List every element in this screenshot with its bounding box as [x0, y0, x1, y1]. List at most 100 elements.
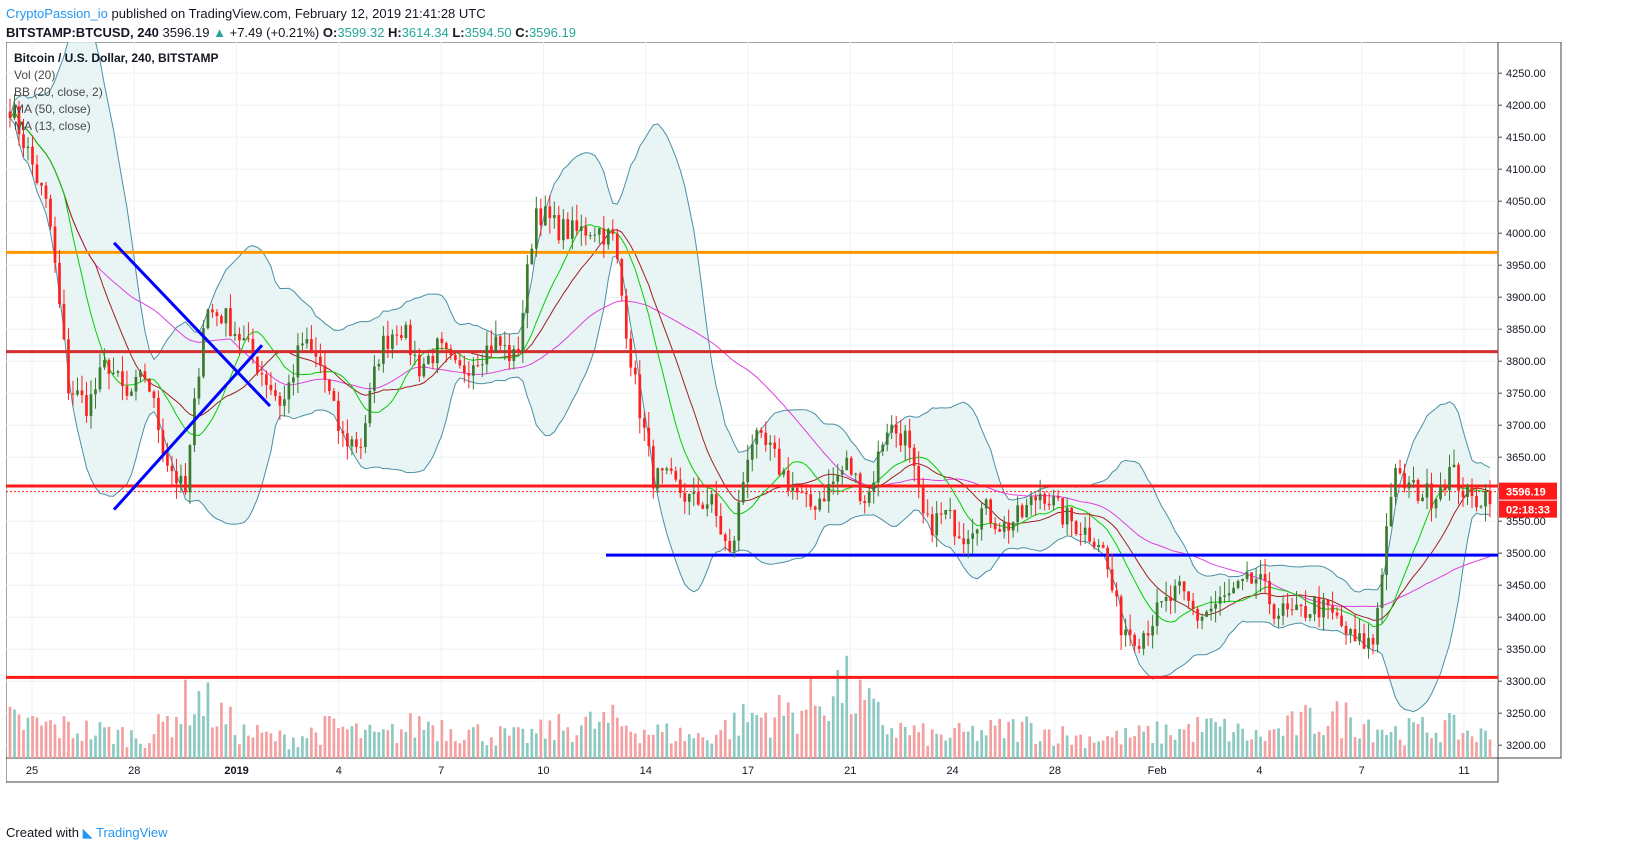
candle-down [1475, 496, 1478, 508]
candle-down [40, 183, 43, 186]
candle-down [786, 470, 790, 491]
volume-bar [1299, 711, 1303, 758]
volume-bar [1155, 721, 1159, 758]
volume-bar [1209, 718, 1213, 758]
volume-bar [1178, 728, 1181, 758]
price-tick-label: 4150.00 [1506, 132, 1546, 144]
candle-down [44, 185, 48, 199]
candle-down [62, 304, 66, 340]
volume-bar [1389, 731, 1393, 758]
published-text: published on TradingView.com, February 1… [107, 6, 486, 21]
price-tick-label: 4100.00 [1506, 164, 1546, 176]
candle-down [454, 354, 457, 361]
candle-down [800, 492, 804, 494]
volume-bar [296, 746, 300, 758]
trendline-drawings[interactable] [112, 241, 272, 511]
volume-bar [1308, 707, 1312, 758]
candle-down [1304, 606, 1307, 618]
volume-bar [1164, 724, 1168, 758]
volume-bar [1430, 738, 1433, 758]
volume-bar [948, 737, 952, 758]
countdown-tag-text: 02:18:33 [1506, 505, 1550, 517]
volume-bar [1326, 725, 1330, 758]
indicator-legend[interactable]: Bitcoin / U.S. Dollar, 240, BITSTAMP Vol… [14, 50, 218, 135]
horizontal-levels[interactable] [6, 250, 1498, 679]
volume-bar [926, 746, 930, 758]
price-axis[interactable]: 4250.00 4200.00 4150.00 4100.00 4050.00 4000.… [1498, 68, 1546, 752]
candle-down [1070, 507, 1073, 522]
candle-up [436, 338, 439, 364]
volume-bar [233, 735, 237, 758]
volume-bar [903, 726, 907, 758]
volume-bar [791, 712, 795, 758]
candle-down [184, 475, 187, 493]
candle-up [1025, 505, 1029, 518]
volume-bar [404, 731, 408, 758]
tradingview-brand: TradingView [95, 825, 168, 840]
legend-item-bb[interactable]: BB (20, close, 2) [14, 85, 103, 99]
legend-item-ma13[interactable]: MA (13, close) [14, 119, 91, 133]
candle-up [1407, 482, 1411, 489]
volume-bar [867, 688, 871, 758]
candle-up [404, 324, 408, 338]
candle-up [791, 487, 795, 491]
volume-bar [912, 725, 916, 758]
volume-bar [507, 735, 511, 758]
volume-bar [121, 727, 124, 758]
candle-up [1394, 468, 1397, 497]
volume-bar [885, 734, 889, 758]
candle-down [647, 427, 651, 447]
volume-bar [197, 691, 201, 758]
candle-down [863, 501, 867, 503]
candle-up [1376, 608, 1379, 645]
volume-bar [382, 729, 385, 758]
candle-up [570, 220, 574, 239]
volume-bar [1263, 740, 1267, 758]
candle-up [1358, 633, 1361, 642]
candle-up [179, 475, 183, 484]
candle-down [256, 356, 259, 374]
volume-bar [188, 725, 192, 758]
candle-down [795, 487, 799, 493]
volume-bar [116, 729, 120, 758]
chart-area[interactable]: 4250.00 4200.00 4150.00 4100.00 4050.00 4000.… [5, 31, 1623, 822]
candle-down [921, 486, 925, 514]
candle-down [822, 498, 826, 502]
candle-up [966, 538, 970, 545]
candle-down [773, 442, 777, 449]
volume-bar [480, 741, 484, 758]
legend-item-ma50[interactable]: MA (50, close) [14, 102, 91, 116]
price-axis-frame [1497, 41, 1562, 759]
candle-up [1209, 608, 1213, 612]
candle-down [633, 367, 637, 375]
candle-up [368, 390, 372, 424]
volume-bar [660, 732, 664, 758]
volume-bar [1457, 739, 1460, 758]
candle-up [1029, 496, 1033, 506]
volume-bar [8, 706, 12, 758]
volume-bar [534, 733, 538, 758]
candle-down [152, 391, 156, 398]
bb-fill [10, 32, 1490, 712]
candle-down [359, 446, 363, 448]
candle-up [1016, 505, 1020, 523]
candle-down [1128, 629, 1132, 636]
candle-up [687, 493, 691, 502]
volume-bar [953, 728, 957, 758]
price-tick-label: 4200.00 [1506, 100, 1546, 112]
price-tick-label: 4000.00 [1506, 228, 1546, 240]
volume-bar [593, 728, 597, 758]
candle-up [188, 445, 192, 493]
volume-bar [422, 729, 426, 758]
candle-down [813, 506, 817, 510]
legend-item-volume[interactable]: Vol (20) [14, 68, 56, 82]
candle-down [1187, 591, 1190, 601]
price-chart[interactable]: 4250.00 4200.00 4150.00 4100.00 4050.00 4000.… [5, 31, 1623, 822]
candle-down [346, 433, 349, 447]
volume-bar [552, 740, 556, 758]
volume-bar [1461, 733, 1465, 758]
volume-bar [413, 737, 417, 758]
tradingview-logo[interactable]: ◣ TradingView [82, 825, 168, 840]
author-link[interactable]: CryptoPassion_io [6, 6, 108, 21]
time-axis[interactable]: 25 28 2019 4 7 10 14 17 21 24 28 Feb 4 7 11 [26, 765, 1470, 777]
